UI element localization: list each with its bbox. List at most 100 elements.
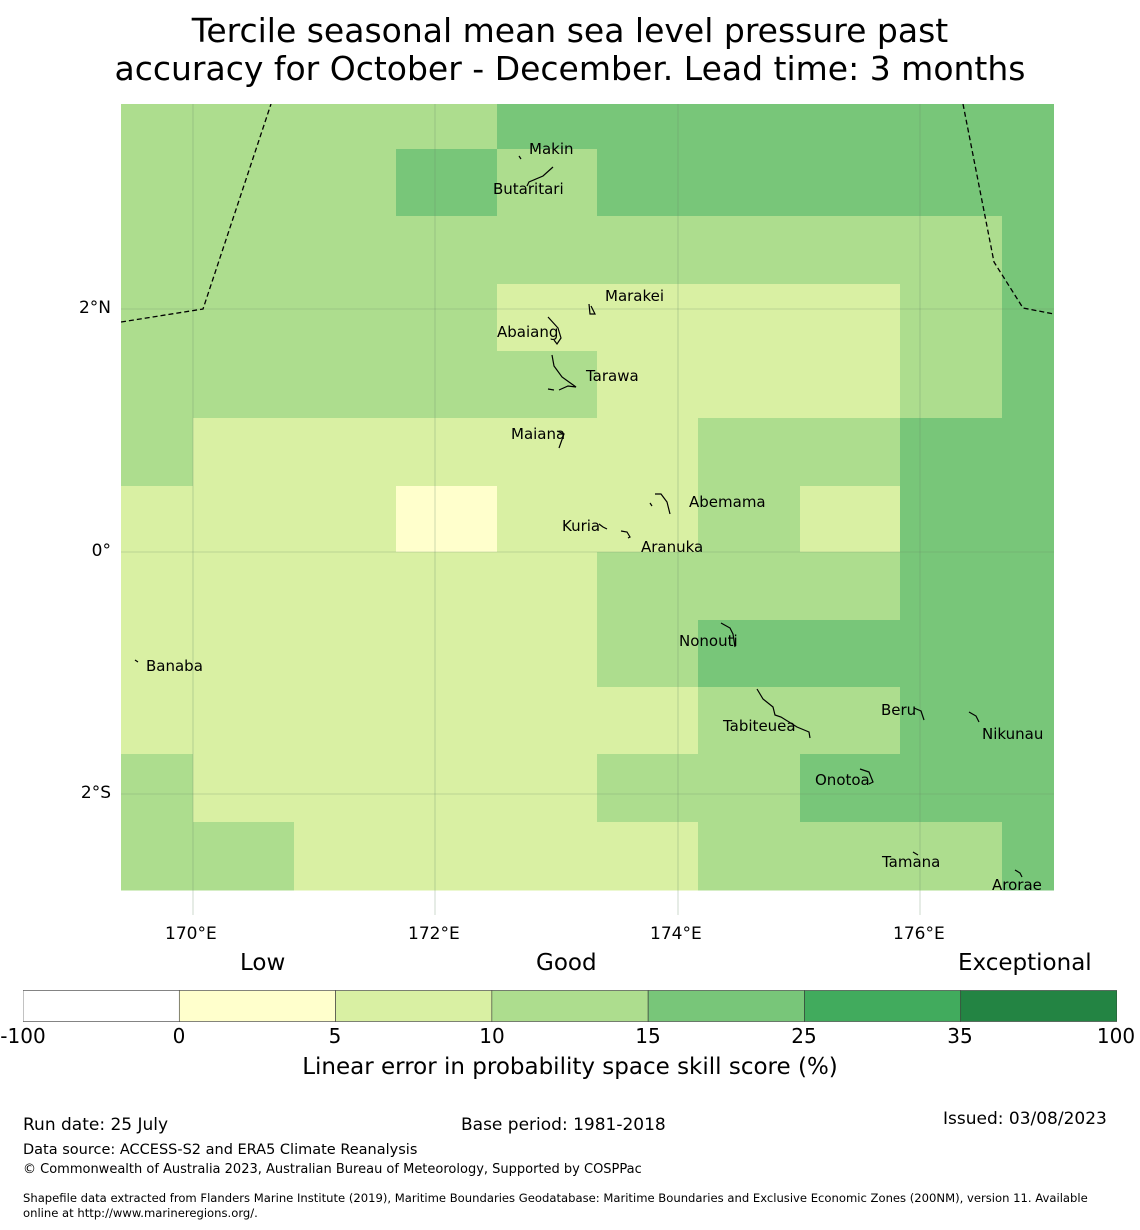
skill-cell bbox=[900, 754, 1003, 823]
skill-cell bbox=[597, 687, 699, 755]
island-label-aranuka: Aranuka bbox=[641, 538, 703, 556]
skill-cell bbox=[193, 351, 295, 419]
shapefile-credit-line2: online at http://www.marineregions.org/. bbox=[23, 1206, 258, 1220]
skill-cell bbox=[193, 284, 295, 352]
colorbar-segment bbox=[178, 990, 336, 1022]
skill-cell bbox=[294, 552, 397, 621]
colorbar-segment bbox=[647, 990, 805, 1022]
skill-cell bbox=[294, 620, 397, 688]
skill-cell bbox=[800, 486, 901, 553]
skill-cell bbox=[294, 822, 397, 891]
colorbar-tick: 15 bbox=[635, 1024, 661, 1048]
skill-cell bbox=[900, 822, 1003, 891]
y-tick-2s: 2°S bbox=[80, 783, 111, 803]
x-tick-172e: 172°E bbox=[408, 924, 460, 944]
skill-cell bbox=[698, 149, 801, 217]
skill-cell bbox=[294, 284, 397, 352]
gridlines bbox=[121, 104, 1054, 915]
skill-cell bbox=[597, 351, 699, 419]
skill-cell bbox=[900, 284, 1003, 352]
map-title-line1: Tercile seasonal mean sea level pressure… bbox=[191, 11, 949, 50]
skill-cell bbox=[294, 216, 397, 285]
skill-cell bbox=[193, 216, 295, 285]
run-date: Run date: 25 July bbox=[23, 1115, 169, 1135]
island-label-maiana: Maiana bbox=[511, 425, 565, 443]
island-label-tamana: Tamana bbox=[881, 853, 940, 871]
skill-cell bbox=[121, 149, 194, 217]
skill-cell bbox=[1002, 149, 1054, 217]
island-label-tarawa: Tarawa bbox=[585, 367, 639, 385]
skill-cell bbox=[396, 149, 498, 217]
skill-cell bbox=[121, 418, 194, 487]
skill-cell bbox=[597, 418, 699, 487]
skill-cell bbox=[294, 418, 397, 487]
skill-cell bbox=[497, 104, 598, 150]
colorbar-tick: 0 bbox=[172, 1024, 186, 1048]
skill-cell bbox=[497, 552, 598, 621]
skill-map: Makin Butaritari Marakei Abaiang Tarawa … bbox=[121, 104, 1054, 915]
skill-cell bbox=[294, 687, 397, 755]
skill-cell bbox=[193, 687, 295, 755]
skill-cell bbox=[396, 351, 498, 419]
skill-cell bbox=[1002, 822, 1054, 891]
skill-cell bbox=[1002, 284, 1054, 352]
skill-cell bbox=[121, 486, 194, 553]
island-label-banaba: Banaba bbox=[146, 657, 203, 675]
colorbar-segment bbox=[23, 990, 180, 1022]
skill-cell bbox=[1002, 620, 1054, 688]
shapefile-credit-line1: Shapefile data extracted from Flanders M… bbox=[23, 1191, 1088, 1205]
skill-cell bbox=[698, 687, 801, 755]
skill-cell bbox=[497, 351, 598, 419]
colorbar bbox=[23, 990, 1117, 1022]
skill-cell bbox=[193, 149, 295, 217]
skill-cell bbox=[294, 754, 397, 823]
skill-cell bbox=[597, 104, 699, 150]
island-label-kuria: Kuria bbox=[562, 517, 600, 535]
skill-cell bbox=[1002, 418, 1054, 487]
skill-cell bbox=[396, 104, 498, 150]
colorbar-label: Linear error in probability space skill … bbox=[302, 1054, 838, 1080]
skill-cell bbox=[294, 351, 397, 419]
colorbar-segment bbox=[335, 990, 493, 1022]
skill-cell bbox=[1002, 486, 1054, 553]
skill-map-svg: Makin Butaritari Marakei Abaiang Tarawa … bbox=[121, 104, 1054, 915]
skill-cell bbox=[800, 149, 901, 217]
skill-cell bbox=[900, 351, 1003, 419]
skill-cell bbox=[121, 754, 194, 823]
island-label-abemama: Abemama bbox=[689, 493, 766, 511]
skill-cell bbox=[121, 351, 194, 419]
skill-cell bbox=[193, 486, 295, 553]
skill-cell bbox=[698, 486, 801, 553]
legend-category-exceptional: Exceptional bbox=[958, 950, 1092, 976]
island-label-beru: Beru bbox=[881, 701, 916, 719]
skill-cell bbox=[121, 284, 194, 352]
skill-cell bbox=[497, 822, 598, 891]
skill-cell bbox=[800, 104, 901, 150]
skill-cell bbox=[698, 754, 801, 823]
skill-cell bbox=[294, 486, 397, 553]
skill-cell bbox=[800, 687, 901, 755]
skill-cell bbox=[597, 552, 699, 621]
island-label-marakei: Marakei bbox=[605, 287, 664, 305]
skill-cell bbox=[396, 620, 498, 688]
skill-cell bbox=[396, 687, 498, 755]
skill-cell bbox=[396, 418, 498, 487]
island-label-makin: Makin bbox=[529, 140, 574, 158]
skill-cell bbox=[800, 620, 901, 688]
colorbar-segment bbox=[960, 990, 1117, 1022]
eez-boundary-lines bbox=[121, 104, 1054, 323]
skill-cell bbox=[396, 216, 498, 285]
x-tick-176e: 176°E bbox=[893, 924, 945, 944]
island-labels: Makin Butaritari Marakei Abaiang Tarawa … bbox=[146, 140, 1043, 894]
base-period: Base period: 1981-2018 bbox=[461, 1115, 666, 1135]
skill-cell bbox=[597, 754, 699, 823]
skill-cell bbox=[1002, 216, 1054, 285]
skill-cell bbox=[193, 620, 295, 688]
skill-cell bbox=[800, 754, 901, 823]
copyright: © Commonwealth of Australia 2023, Austra… bbox=[23, 1162, 642, 1177]
skill-cell bbox=[698, 351, 801, 419]
skill-cell bbox=[497, 149, 598, 217]
skill-cell bbox=[121, 216, 194, 285]
skill-cell bbox=[698, 822, 801, 891]
colorbar-segment bbox=[491, 990, 649, 1022]
